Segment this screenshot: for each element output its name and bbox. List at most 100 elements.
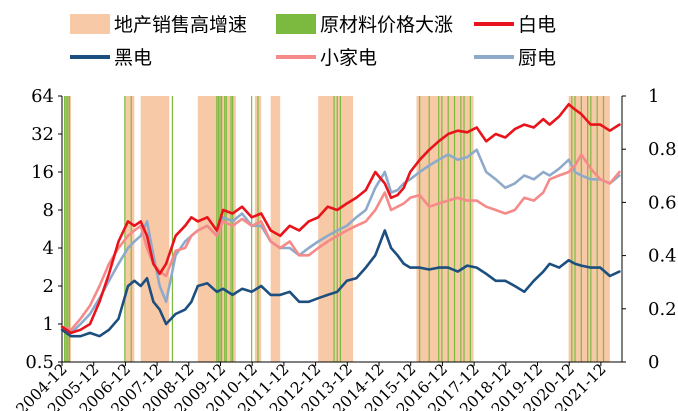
series-2-point-3 bbox=[89, 304, 91, 307]
series-1-point-46 bbox=[457, 271, 459, 273]
series-2-point-33 bbox=[346, 229, 348, 232]
series-1-point-43 bbox=[428, 268, 430, 271]
series-1-point-15 bbox=[184, 309, 186, 311]
series-2-point-55 bbox=[542, 191, 544, 194]
series-1-point-6 bbox=[117, 318, 120, 320]
series-1-point-0 bbox=[61, 329, 63, 331]
series-2-point-49 bbox=[485, 206, 487, 208]
series-3-point-29 bbox=[308, 247, 310, 249]
series-2-point-43 bbox=[428, 206, 430, 208]
series-1-point-2 bbox=[79, 335, 82, 337]
y-left-tick-label-7: 64 bbox=[31, 86, 54, 107]
series-3-point-41 bbox=[409, 178, 411, 180]
series-0-point-33 bbox=[346, 202, 348, 205]
series-2-point-59 bbox=[574, 164, 576, 167]
series-2-point-1 bbox=[70, 329, 72, 331]
series-1-point-24 bbox=[260, 285, 262, 287]
series-1-point-26 bbox=[279, 294, 281, 296]
series-3-point-45 bbox=[447, 153, 449, 156]
series-1-point-19 bbox=[216, 291, 218, 293]
series-2-point-17 bbox=[197, 229, 199, 232]
series-2-point-54 bbox=[533, 199, 535, 202]
series-2-point-29 bbox=[308, 254, 310, 256]
series-0-point-6 bbox=[117, 240, 120, 243]
y-left-tick-label-6: 32 bbox=[31, 124, 54, 145]
legend-label-2: 白电 bbox=[518, 14, 556, 36]
series-3-point-56 bbox=[549, 174, 551, 177]
series-1-point-3 bbox=[89, 332, 91, 334]
series-1-point-20 bbox=[222, 288, 224, 290]
series-3-point-58 bbox=[568, 159, 570, 161]
series-3-point-51 bbox=[504, 187, 506, 189]
series-0-point-58 bbox=[568, 103, 570, 105]
series-1-point-40 bbox=[403, 263, 405, 265]
series-0-point-59 bbox=[574, 108, 576, 111]
series-2-point-44 bbox=[438, 202, 440, 205]
series-0-point-14 bbox=[174, 235, 177, 237]
y-left-tick-label-2: 2 bbox=[43, 276, 54, 297]
legend-label-5: 厨电 bbox=[518, 47, 556, 69]
series-1-point-21 bbox=[232, 294, 234, 296]
series-0-point-0 bbox=[61, 326, 63, 328]
series-0-point-57 bbox=[558, 115, 560, 118]
series-1-point-29 bbox=[308, 301, 310, 303]
series-0-point-61 bbox=[590, 123, 592, 126]
series-3-point-24 bbox=[260, 225, 262, 227]
series-3-point-32 bbox=[336, 229, 338, 232]
series-3-point-7 bbox=[127, 247, 129, 249]
series-3-point-52 bbox=[514, 182, 516, 184]
series-0-point-29 bbox=[308, 220, 310, 222]
series-2-point-28 bbox=[298, 254, 300, 256]
series-3-point-13 bbox=[165, 301, 167, 303]
series-2-point-51 bbox=[504, 212, 506, 215]
series-0-point-62 bbox=[599, 123, 601, 126]
series-2-point-30 bbox=[317, 247, 319, 249]
series-2-point-36 bbox=[374, 209, 376, 211]
series-0-point-50 bbox=[495, 133, 497, 135]
series-2-point-42 bbox=[419, 194, 421, 196]
series-1-point-57 bbox=[558, 266, 560, 269]
series-1-point-52 bbox=[514, 285, 516, 287]
y-right-tick-label-5: 1 bbox=[648, 86, 659, 107]
series-1-point-50 bbox=[495, 280, 497, 282]
series-2-point-24 bbox=[260, 220, 262, 222]
series-0-point-5 bbox=[108, 273, 110, 275]
series-1-point-63 bbox=[609, 275, 611, 277]
series-0-point-23 bbox=[251, 216, 253, 218]
series-3-point-39 bbox=[396, 189, 399, 191]
series-2-point-52 bbox=[514, 209, 516, 211]
series-3-point-10 bbox=[146, 220, 148, 222]
series-1-point-58 bbox=[568, 259, 570, 261]
series-0-point-26 bbox=[279, 235, 281, 237]
series-0-point-38 bbox=[390, 197, 392, 199]
series-0-point-35 bbox=[365, 189, 367, 191]
series-3-point-33 bbox=[346, 225, 348, 227]
series-3-point-12 bbox=[159, 285, 161, 287]
series-2-point-63 bbox=[609, 182, 611, 184]
series-3-point-64 bbox=[618, 174, 620, 177]
series-0-point-2 bbox=[79, 329, 82, 331]
series-2-point-25 bbox=[270, 240, 272, 243]
series-0-point-18 bbox=[206, 216, 208, 218]
series-3-point-20 bbox=[222, 216, 224, 218]
series-1 bbox=[60, 229, 621, 338]
series-2-point-47 bbox=[466, 199, 468, 202]
series-2-point-6 bbox=[117, 247, 120, 249]
series-3-point-36 bbox=[374, 187, 376, 189]
series-3-point-15 bbox=[184, 240, 186, 243]
series-3-point-9 bbox=[140, 235, 142, 237]
series-0-point-21 bbox=[232, 212, 234, 215]
legend-item-3: 黑电 bbox=[70, 47, 152, 69]
series-2-point-15 bbox=[184, 247, 186, 249]
y-left-tick-label-4: 8 bbox=[43, 200, 54, 221]
series-2-point-40 bbox=[403, 202, 405, 205]
series-3-point-38 bbox=[390, 191, 392, 194]
series-2-point-60 bbox=[580, 153, 582, 156]
series-0-point-40 bbox=[403, 187, 405, 189]
series-0-point-41 bbox=[409, 171, 411, 173]
series-2-point-8 bbox=[133, 229, 135, 232]
series-1-point-37 bbox=[384, 229, 386, 232]
series-0-point-27 bbox=[289, 225, 291, 227]
